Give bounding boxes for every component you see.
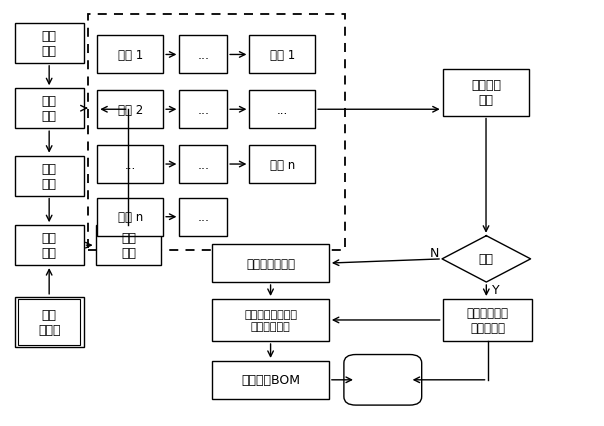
Text: 配置
规则库: 配置 规则库 <box>38 308 60 336</box>
Text: 配置
规则: 配置 规则 <box>42 232 57 259</box>
Bar <box>212 245 329 282</box>
Bar <box>14 89 83 129</box>
Bar <box>212 361 329 399</box>
Text: ...: ... <box>277 104 288 116</box>
Bar <box>212 299 329 341</box>
Text: 用户
需求: 用户 需求 <box>42 162 57 190</box>
Text: 搜索零部
件库: 搜索零部 件库 <box>471 79 501 107</box>
Bar <box>179 36 227 74</box>
Text: 部件 n: 部件 n <box>269 158 295 171</box>
Bar <box>14 24 83 64</box>
Bar <box>14 156 83 196</box>
Bar <box>249 91 315 129</box>
FancyBboxPatch shape <box>344 355 422 405</box>
Bar <box>97 198 163 236</box>
Text: ...: ... <box>198 104 209 116</box>
Text: 存储该零部件
到具体结构: 存储该零部件 到具体结构 <box>466 306 509 334</box>
Text: ...: ... <box>198 211 209 224</box>
Bar <box>443 70 530 116</box>
Text: 存储该零部件及信
息到零部件库: 存储该零部件及信 息到零部件库 <box>244 309 297 331</box>
Bar <box>179 198 227 236</box>
Bar <box>97 91 163 129</box>
Text: ...: ... <box>198 158 209 171</box>
Bar <box>179 91 227 129</box>
Text: ...: ... <box>198 49 209 62</box>
Text: 配置
条件: 配置 条件 <box>121 232 136 259</box>
Text: 成功: 成功 <box>479 253 494 266</box>
Bar <box>14 226 83 265</box>
Text: 部件 1: 部件 1 <box>269 49 295 62</box>
Bar <box>97 146 163 184</box>
Text: Y: Y <box>492 283 499 296</box>
Bar <box>249 146 315 184</box>
Text: 功能
分解: 功能 分解 <box>42 95 57 123</box>
Bar <box>14 297 83 348</box>
Bar <box>249 36 315 74</box>
Bar <box>97 36 163 74</box>
Bar <box>88 15 345 251</box>
Text: 生成新的BOM: 生成新的BOM <box>241 374 300 386</box>
Text: 需求
产品: 需求 产品 <box>42 30 57 58</box>
Text: 机构 1: 机构 1 <box>118 49 143 62</box>
Text: 机构 n: 机构 n <box>118 211 143 224</box>
Bar <box>95 226 161 265</box>
Bar <box>18 299 80 345</box>
Text: 重新设计零部件: 重新设计零部件 <box>246 257 295 270</box>
Bar <box>179 146 227 184</box>
Bar <box>443 299 532 341</box>
Text: N: N <box>430 247 440 259</box>
Polygon shape <box>442 236 530 282</box>
Text: ...: ... <box>124 158 136 171</box>
Text: 机构 2: 机构 2 <box>118 104 143 116</box>
